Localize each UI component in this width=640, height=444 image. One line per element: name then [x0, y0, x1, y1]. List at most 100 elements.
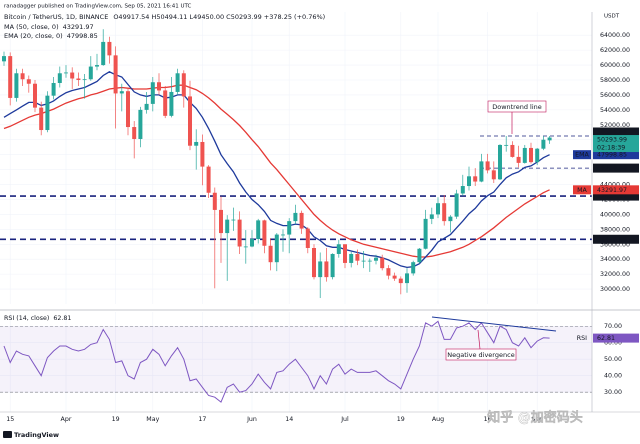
candle-body — [467, 176, 471, 187]
candle-body — [188, 96, 192, 146]
last-price-label: 50293.99 — [597, 137, 627, 144]
level-label: 46200.00 — [597, 165, 627, 172]
candle-body — [119, 91, 124, 94]
candle-body — [343, 244, 347, 263]
candle-body — [380, 257, 385, 269]
candle-body — [281, 234, 285, 236]
candle-body — [113, 55, 118, 94]
candle-body — [299, 212, 304, 229]
candle-body — [70, 72, 75, 79]
y-tick-label: 54000.00 — [600, 107, 630, 114]
indicator-value: 43291.97 — [63, 23, 94, 31]
candle-body — [491, 170, 496, 180]
candle-body — [82, 79, 87, 81]
candle-body — [231, 219, 236, 221]
candle-body — [225, 219, 230, 234]
axes: 64000.00 62000.00 60000.00 58000.00 56000.00… — [4, 32, 639, 423]
candle-body — [132, 127, 137, 139]
moving-average — [3, 84, 550, 258]
y-tick-label: 38000.00 — [600, 226, 630, 233]
candle-body — [88, 66, 93, 80]
last-price-label-box — [593, 135, 639, 153]
candle-body — [250, 239, 254, 247]
candle-body — [318, 261, 323, 278]
header: Bitcoin / TetherUS, 1D, BINANCE O49917.54… — [4, 13, 325, 40]
candle-body — [374, 257, 378, 261]
candle-body — [163, 90, 168, 116]
candle-body — [237, 219, 242, 247]
candle-body — [8, 56, 13, 98]
countdown: 02:18:39 — [597, 145, 625, 152]
indicator-tag-box — [573, 150, 591, 160]
annotation-box — [445, 348, 517, 361]
candle-body — [398, 278, 403, 284]
candle-body — [287, 221, 292, 235]
candle-body — [522, 147, 527, 163]
candle-body — [64, 72, 68, 74]
y-tick-label: 70.00 — [604, 323, 622, 330]
candle-body — [293, 212, 298, 222]
annotation-connector — [477, 329, 481, 350]
rsi-tag: RSI — [577, 335, 587, 342]
indicator-price-label: 47998.85 — [597, 152, 627, 159]
candle-body — [535, 148, 540, 163]
x-tick-label: 15 — [6, 416, 14, 423]
indicator-price-label-box — [593, 150, 639, 160]
candle-body — [33, 83, 37, 108]
candle-body — [442, 203, 447, 222]
candle-body — [516, 156, 521, 163]
indicator-price-label: 43291.97 — [597, 187, 627, 194]
y-tick-label: 52000.00 — [600, 122, 630, 129]
y-tick-label: 60000.00 — [600, 62, 630, 69]
candle-body — [76, 78, 81, 80]
candle-body — [14, 73, 19, 98]
y-tick-label: 56000.00 — [600, 92, 630, 99]
y-tick-label: 40.00 — [604, 373, 622, 380]
rsi-title: RSI (14, close) — [4, 315, 49, 322]
candle-body — [541, 139, 546, 149]
candle-body — [411, 262, 416, 274]
x-tick-label: 19 — [397, 416, 405, 423]
y-tick-label: 64000.00 — [600, 32, 630, 39]
candle-body — [485, 161, 490, 171]
level-label-box — [593, 127, 639, 137]
candle-body — [367, 260, 372, 262]
indicator-value: 47998.85 — [67, 32, 98, 40]
y-tick-label: 30.00 — [604, 389, 622, 396]
candle-body — [57, 73, 62, 83]
ohlc: O49917.54 H50494.11 L49450.00 C50293.99 … — [113, 13, 325, 21]
level-label-box — [593, 163, 639, 173]
rsi-value-label: 62.81 — [597, 335, 615, 342]
x-tick-label: Apr — [61, 416, 72, 423]
indicator-price-label-box — [593, 185, 639, 195]
candle-body — [436, 203, 440, 215]
indicator-tag: EMA — [575, 152, 589, 159]
candle-body — [274, 234, 279, 263]
candle-body — [460, 186, 465, 194]
candle-body — [417, 248, 422, 263]
candle-body — [2, 56, 6, 62]
level-label: 50500.00 — [597, 129, 627, 136]
level-label-box — [593, 234, 639, 244]
candle-body — [126, 91, 130, 128]
candle-body — [219, 209, 223, 234]
x-tick-label: 14 — [285, 416, 293, 423]
candle-body — [454, 193, 459, 217]
candle-body — [212, 192, 217, 210]
candle-body — [498, 144, 502, 180]
divergence-line — [431, 316, 557, 332]
candle-body — [150, 82, 155, 104]
candle-body — [547, 137, 552, 141]
x-tick-label: 17 — [198, 416, 206, 423]
candle-body — [312, 248, 316, 278]
y-tick-label: 34000.00 — [600, 256, 630, 263]
candle-body — [529, 147, 533, 163]
candle-body — [243, 246, 248, 248]
footer: TradingView — [14, 431, 59, 439]
y-tick-label: 62000.00 — [600, 47, 630, 54]
candle-body — [107, 41, 112, 56]
y-tick-label: 36000.00 — [600, 241, 630, 248]
candle-body — [324, 261, 329, 278]
x-tick-label: May — [146, 416, 159, 423]
